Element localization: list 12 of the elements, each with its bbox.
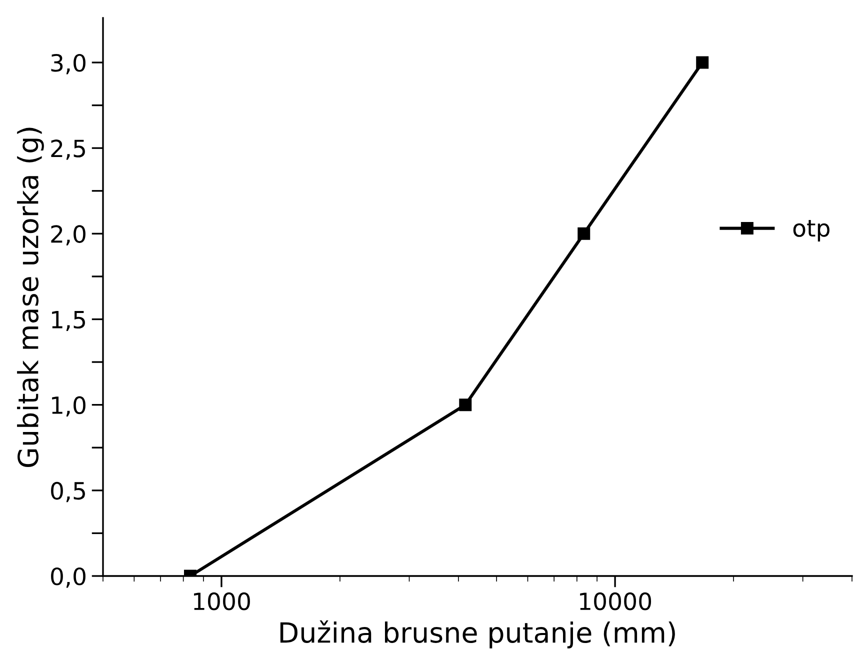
y-tick-label: 3,0	[51, 54, 86, 74]
y-tick-label: 0,0	[51, 567, 86, 588]
x-tick-label: 10000	[580, 592, 652, 610]
y-tick-label: 2,0	[51, 225, 86, 246]
y-axis-title: Gubitak mase uzorka (g)	[17, 128, 44, 468]
y-tick-label: 1,5	[52, 311, 85, 331]
y-tick-label: 1,0	[52, 396, 86, 417]
x-tick-label: 1000	[194, 592, 250, 610]
x-axis-title: Dužina brusne putanje (mm)	[280, 620, 675, 648]
legend-label: otp	[793, 220, 830, 242]
y-tick-label: 0,5	[51, 482, 85, 502]
y-tick-label: 2,5	[51, 140, 85, 160]
